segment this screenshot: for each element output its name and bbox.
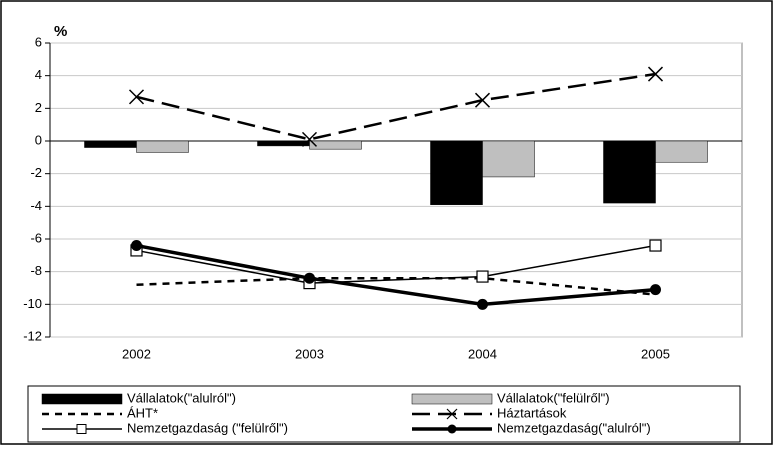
bar: [257, 140, 310, 147]
y-tick-label: 0: [35, 132, 42, 147]
bar: [655, 140, 708, 163]
y-tick-label: -12: [23, 328, 42, 343]
bar: [136, 140, 189, 153]
marker: [649, 239, 662, 252]
bar: [84, 140, 137, 148]
legend-swatch: [411, 393, 493, 405]
line: [136, 72, 656, 141]
bar: [603, 140, 656, 204]
y-axis-label: %: [54, 23, 67, 40]
y-tick-label: -6: [30, 230, 42, 245]
line: [136, 243, 656, 307]
marker: [650, 284, 661, 296]
legend-label: ÁHT*: [127, 405, 158, 420]
bar: [482, 140, 535, 178]
line: [136, 244, 656, 284]
x-tick-label: 2004: [468, 346, 497, 361]
legend-label: Vállalatok("alulról"): [127, 390, 236, 405]
legend-marker: [446, 408, 458, 420]
y-tick-label: -2: [30, 165, 42, 180]
legend-label: Háztartások: [497, 405, 567, 420]
legend: [27, 385, 741, 443]
legend-marker: [447, 424, 457, 434]
marker: [304, 272, 315, 284]
line: [136, 276, 656, 296]
marker: [477, 298, 488, 310]
y-tick-label: 2: [35, 100, 42, 115]
legend-label: Nemzetgazdaság ("felülről"): [127, 420, 288, 435]
bar: [309, 140, 362, 150]
x-tick-label: 2003: [295, 346, 324, 361]
marker: [474, 92, 491, 108]
marker: [476, 270, 489, 283]
y-tick-label: -10: [23, 296, 42, 311]
marker: [131, 240, 142, 252]
y-tick-label: -4: [30, 198, 42, 213]
y-tick-label: 4: [35, 67, 42, 82]
legend-marker: [76, 424, 87, 434]
bar: [430, 140, 483, 205]
marker: [128, 89, 145, 105]
x-tick-label: 2005: [641, 346, 670, 361]
marker: [301, 131, 318, 147]
y-tick-label: 6: [35, 34, 42, 49]
x-tick-label: 2002: [122, 346, 151, 361]
marker: [647, 66, 664, 82]
legend-label: Nemzetgazdaság("alulról"): [497, 420, 651, 435]
legend-label: Vállalatok("felülről"): [497, 390, 610, 405]
y-tick-label: -8: [30, 263, 42, 278]
legend-swatch: [41, 393, 123, 405]
